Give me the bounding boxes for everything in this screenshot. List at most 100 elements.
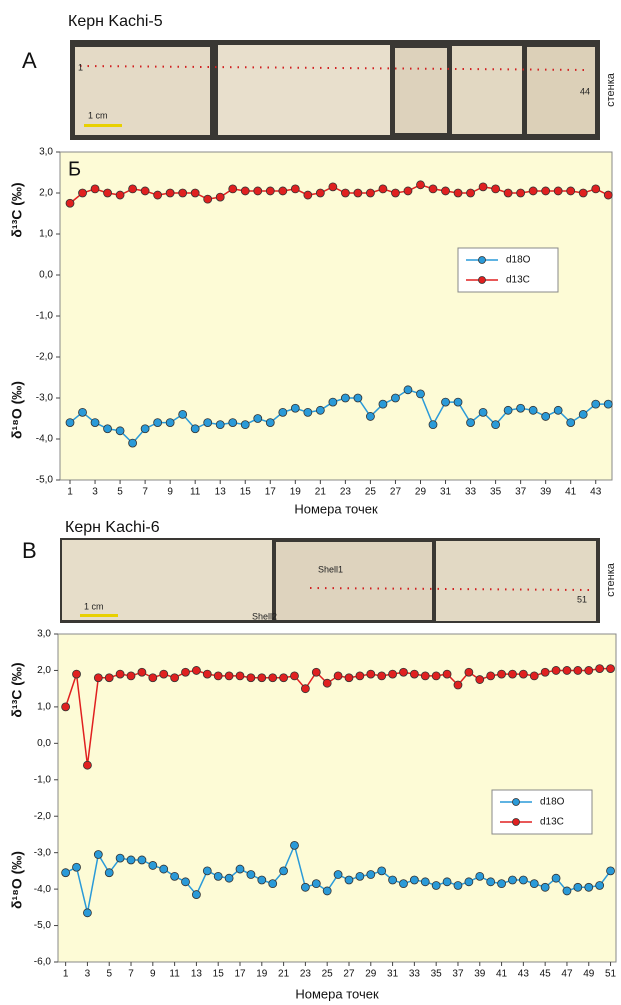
data-point <box>278 407 288 417</box>
y-axis-label: δ¹⁸O (‰) <box>9 851 25 909</box>
data-point <box>344 673 354 683</box>
data-point <box>578 188 588 198</box>
data-point <box>257 875 267 885</box>
data-point <box>192 666 201 675</box>
data-point <box>428 184 438 194</box>
data-point <box>584 882 594 892</box>
data-point <box>366 669 376 679</box>
x-tick-label: 45 <box>540 969 552 980</box>
x-tick-label: 1 <box>67 487 73 498</box>
data-point <box>148 861 158 870</box>
data-point <box>541 186 551 196</box>
data-point <box>540 882 550 892</box>
x-tick-label: 17 <box>265 487 277 498</box>
x-tick-label: 5 <box>106 969 112 980</box>
data-point <box>235 864 245 874</box>
data-point <box>541 412 551 421</box>
data-point <box>403 385 413 395</box>
data-point <box>115 669 125 679</box>
x-tick-label: 27 <box>390 487 402 498</box>
y-tick-label: -2,0 <box>36 352 54 363</box>
data-point <box>562 886 572 896</box>
x-tick-label: 33 <box>409 969 421 980</box>
photo-mark: 44 <box>580 86 590 96</box>
data-point <box>153 418 163 428</box>
x-tick-label: 43 <box>590 487 602 498</box>
data-point <box>466 418 475 428</box>
y-tick-label: -4,0 <box>36 434 54 445</box>
data-point <box>353 188 363 198</box>
data-point <box>170 673 180 683</box>
x-tick-label: 17 <box>234 969 246 980</box>
data-point <box>115 426 125 436</box>
data-point <box>311 667 321 677</box>
data-point <box>391 188 400 198</box>
data-point <box>466 188 475 198</box>
data-point <box>528 186 538 196</box>
data-point <box>553 405 563 415</box>
data-point <box>178 188 188 198</box>
y-tick-label: -1,0 <box>36 311 54 322</box>
data-point <box>128 184 137 194</box>
data-point <box>165 418 175 428</box>
data-point <box>315 405 325 415</box>
data-point <box>228 184 238 194</box>
data-point <box>93 850 103 859</box>
y-axis-label: δ¹⁸O (‰) <box>9 381 25 439</box>
data-point <box>606 866 615 876</box>
data-point <box>606 664 615 674</box>
data-point <box>584 666 594 675</box>
data-point <box>235 671 245 681</box>
data-point <box>551 873 561 883</box>
data-point <box>178 409 188 419</box>
data-point <box>391 393 400 403</box>
data-point <box>170 871 180 881</box>
data-point <box>215 420 225 430</box>
photo-mark: Shell2 <box>252 611 277 621</box>
data-point <box>300 684 310 694</box>
data-point <box>497 879 506 889</box>
data-point <box>366 188 375 198</box>
data-point <box>503 405 513 415</box>
data-point <box>303 190 313 200</box>
x-tick-label: 7 <box>128 969 134 980</box>
x-tick-label: 23 <box>340 487 352 498</box>
data-point <box>503 188 513 198</box>
data-point <box>428 420 438 430</box>
x-tick-label: 29 <box>365 969 377 980</box>
data-point <box>83 908 92 918</box>
data-point <box>540 667 550 677</box>
data-point <box>240 420 250 430</box>
data-point <box>399 879 408 889</box>
data-point <box>190 424 200 434</box>
x-tick-label: 33 <box>465 487 477 498</box>
data-point <box>240 186 250 196</box>
x-tick-label: 21 <box>315 487 327 498</box>
data-point <box>578 409 588 419</box>
data-point <box>453 680 463 690</box>
data-point <box>562 666 572 675</box>
data-point <box>420 671 430 681</box>
x-tick-label: 25 <box>365 487 377 498</box>
x-tick-label: 19 <box>290 487 302 498</box>
data-point <box>453 188 463 198</box>
data-point <box>265 418 275 428</box>
data-point <box>516 188 526 198</box>
data-point <box>257 673 267 683</box>
data-point <box>378 184 388 194</box>
data-point <box>137 667 147 677</box>
data-point <box>453 397 463 407</box>
data-point <box>65 198 75 208</box>
data-point <box>355 871 365 881</box>
x-tick-label: 49 <box>583 969 595 980</box>
legend-marker <box>478 256 486 264</box>
data-point <box>355 671 365 681</box>
data-point <box>420 877 430 887</box>
data-point <box>83 760 92 770</box>
data-point <box>104 673 114 683</box>
x-tick-label: 9 <box>150 969 156 980</box>
side-label: стенка <box>605 562 617 597</box>
data-point <box>93 673 103 683</box>
core-title: Керн Kachi-5 <box>68 13 163 30</box>
